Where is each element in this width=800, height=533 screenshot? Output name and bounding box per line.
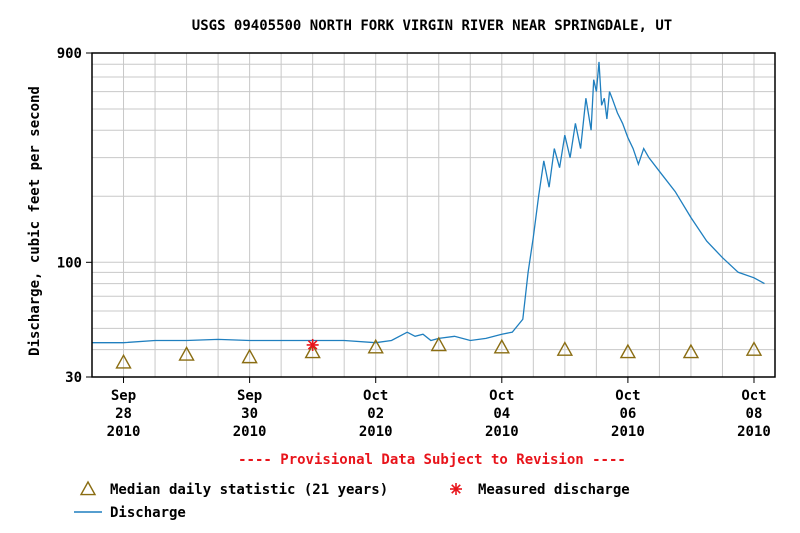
median-marker [304, 343, 321, 359]
legend-label: Median daily statistic (21 years) [110, 482, 388, 498]
y-tick-label: 900 [57, 46, 82, 62]
x-tick-label: 04 [493, 406, 510, 422]
median-marker [115, 353, 132, 369]
y-tick-labels: 30 100 900 [57, 46, 92, 386]
median-marker [619, 343, 637, 359]
legend: Median daily statistic (21 years) Measure… [74, 480, 630, 521]
x-tick-label: 02 [367, 406, 384, 422]
plot-frame [91, 52, 776, 378]
median-marker [178, 346, 195, 361]
median-marker [556, 341, 574, 356]
x-tick-label: 2010 [611, 424, 645, 440]
legend-label: Discharge [110, 505, 186, 521]
median-marker [241, 348, 258, 364]
y-axis-label: Discharge, cubic feet per second [27, 86, 43, 356]
x-tick-label: 30 [241, 406, 258, 422]
x-tick-label: 2010 [737, 424, 771, 440]
x-tick-label: Sep [111, 388, 136, 404]
x-tick-label: Oct [363, 388, 388, 404]
median-marker [493, 338, 510, 354]
x-tick-label: 08 [746, 406, 763, 422]
y-tick-label: 30 [65, 370, 82, 386]
x-tick-label: Oct [615, 388, 640, 404]
median-marker [745, 341, 763, 356]
x-tick-label: 28 [115, 406, 132, 422]
median-marker [430, 336, 447, 352]
x-tick-label: 06 [619, 406, 636, 422]
measured-marker [306, 338, 319, 351]
x-tick-label: Oct [489, 388, 514, 404]
chart-title: USGS 09405500 NORTH FORK VIRGIN RIVER NE… [192, 18, 672, 34]
y-tick-label: 100 [57, 255, 82, 271]
x-tick-label: 2010 [233, 424, 267, 440]
x-tick-label: 2010 [359, 424, 393, 440]
provisional-note: ---- Provisional Data Subject to Revisio… [238, 452, 626, 468]
median-marker [682, 343, 700, 359]
series-layer [92, 61, 765, 369]
asterisk-stroke [307, 340, 318, 350]
x-tick-label: Oct [741, 388, 766, 404]
x-tick-labels: Sep 28 2010 Sep 30 2010 Oct 02 2010 Oct 04 2010 Oct 0… [107, 377, 771, 440]
median-marker [367, 338, 384, 354]
x-tick-label: 2010 [485, 424, 519, 440]
asterisk-stroke [451, 484, 461, 494]
legend-asterisk-icon [450, 483, 462, 495]
gridlines [92, 53, 775, 377]
legend-label: Measured discharge [478, 482, 630, 498]
x-tick-label: 2010 [107, 424, 141, 440]
legend-triangle-icon [79, 480, 97, 496]
discharge-line [92, 61, 765, 344]
x-tick-label: Sep [237, 388, 262, 404]
